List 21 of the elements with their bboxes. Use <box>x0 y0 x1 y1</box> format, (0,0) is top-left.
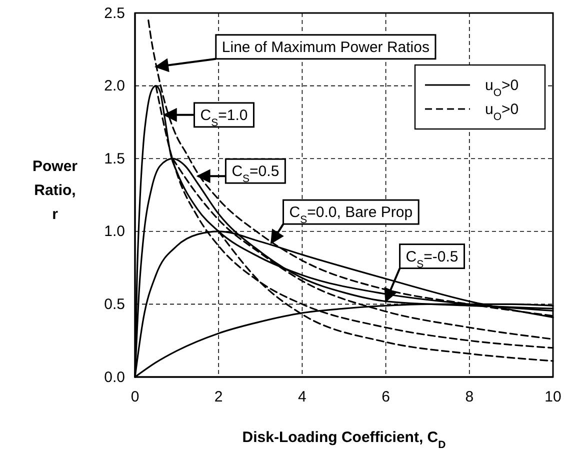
x-tick-label: 6 <box>382 388 390 406</box>
y-tick-label: 1.5 <box>104 150 125 168</box>
legend-label: u$_{O}$>0 <box>485 101 519 123</box>
x-axis-title: Disk-Loading Coefficient, C$_{D}$ <box>242 429 446 451</box>
x-tick-label: 8 <box>465 388 474 406</box>
y-tick-label: 2.0 <box>104 78 125 95</box>
annotation: C$_{S}$=0.0, Bare Prop <box>289 204 413 226</box>
y-tick-label: 2.5 <box>104 4 125 22</box>
x-tick-label: 2 <box>214 388 223 406</box>
annotation: C$_{S}$=0.5 <box>232 163 280 186</box>
x-tick-label: 4 <box>298 388 306 406</box>
annotation: C$_{S}$=-0.5 <box>406 248 458 270</box>
annotation: Line of Maximum Power Ratios <box>222 38 430 56</box>
annotation: C$_{S}$=1.0 <box>200 106 248 129</box>
legend-label: u$_{O}$>0 <box>485 77 519 99</box>
y-axis-title: Power Ratio, r <box>32 158 78 223</box>
x-tick-label: 10 <box>544 388 562 406</box>
x-tick-label: 0 <box>130 388 140 406</box>
y-tick-label: 1.0 <box>104 223 125 240</box>
y-tick-label: 0.0 <box>104 368 125 386</box>
y-tick-label: 0.5 <box>104 296 125 313</box>
